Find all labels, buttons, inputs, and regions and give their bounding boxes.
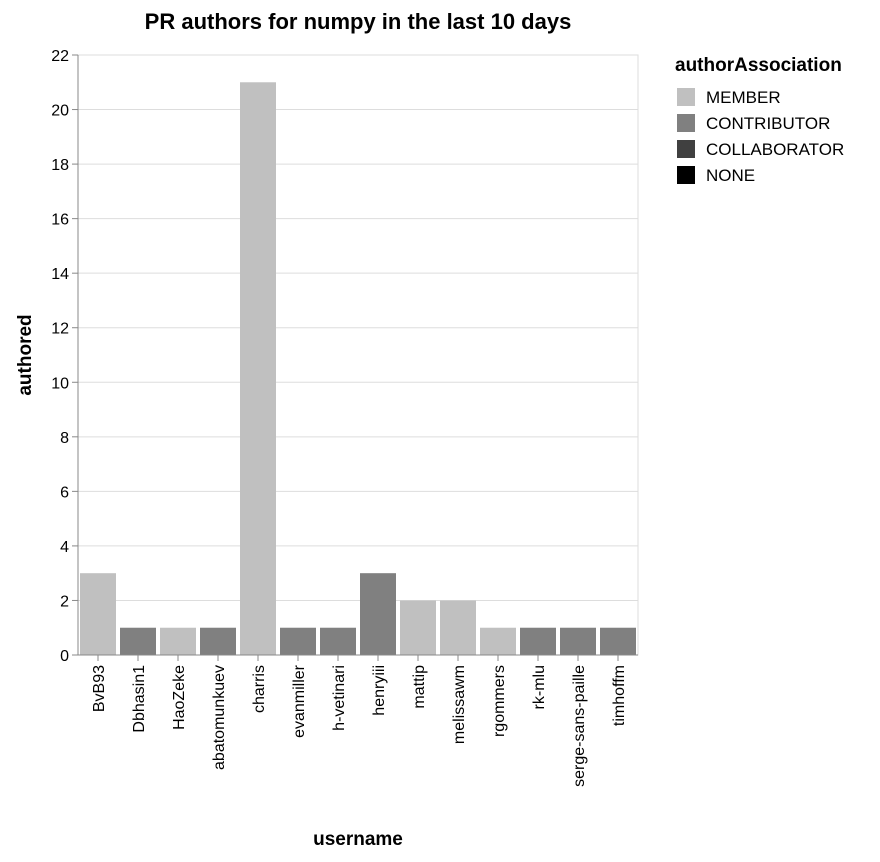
y-tick-label: 0 [60,648,69,665]
legend-label: MEMBER [706,88,781,107]
x-tick-label: rgommers [491,665,508,737]
bar-HaoZeke [160,627,196,655]
x-tick-label: henryiii [371,665,388,716]
legend: authorAssociation MEMBER CONTRIBUTOR COLLA… [675,55,844,185]
bar-abatomunkuev [200,627,236,655]
x-axis-ticks: BvB93 Dbhasin1 HaoZeke abatomunkuev charris e… [91,655,628,787]
bar-BvB93 [80,573,116,655]
y-axis-ticks: 0 2 4 6 8 10 12 14 16 18 20 22 [51,48,78,665]
y-axis-title: authored [15,314,36,395]
bar-henryiii [360,573,396,655]
bar-rk-mlu [520,627,556,655]
bar-charris [240,82,276,656]
legend-swatch [677,114,695,132]
bar-mattip [400,600,436,655]
x-tick-label: HaoZeke [171,665,188,730]
bar-evanmiller [280,627,316,655]
bar-h-vetinari [320,627,356,655]
legend-label: NONE [706,166,755,185]
legend-swatch [677,140,695,158]
x-tick-label: rk-mlu [531,665,548,709]
y-tick-label: 8 [60,430,69,447]
y-tick-label: 18 [51,157,69,174]
x-axis-title: username [313,829,403,850]
bar-serge-sans-paille [560,627,596,655]
x-tick-label: charris [251,665,268,713]
legend-label: COLLABORATOR [706,140,844,159]
x-tick-label: serge-sans-paille [571,665,588,787]
y-tick-label: 10 [51,375,69,392]
x-tick-label: mattip [411,665,428,709]
chart-title: PR authors for numpy in the last 10 days [145,9,572,34]
x-tick-label: BvB93 [91,665,108,712]
legend-swatch [677,88,695,106]
y-tick-label: 6 [60,484,69,501]
x-tick-label: h-vetinari [331,665,348,731]
axes [77,54,639,656]
x-tick-label: timhoffm [611,665,628,726]
plot-frame [77,54,639,656]
bar-Dbhasin1 [120,627,156,655]
bar-timhoffm [600,627,636,655]
y-tick-label: 22 [51,48,69,65]
y-tick-label: 14 [51,266,69,283]
x-tick-label: Dbhasin1 [131,665,148,733]
bar-melissawm [440,600,476,655]
y-tick-label: 2 [60,593,69,610]
bars [80,82,636,656]
gridlines [78,54,638,656]
bar-rgommers [480,627,516,655]
y-tick-label: 4 [60,539,69,556]
y-tick-label: 20 [51,103,69,120]
legend-title: authorAssociation [675,55,842,76]
legend-swatch [677,166,695,184]
x-tick-label: evanmiller [291,664,308,738]
y-tick-label: 16 [51,212,69,229]
y-tick-label: 12 [51,321,69,338]
x-tick-label: melissawm [451,665,468,744]
x-tick-label: abatomunkuev [211,665,228,770]
legend-label: CONTRIBUTOR [706,114,830,133]
